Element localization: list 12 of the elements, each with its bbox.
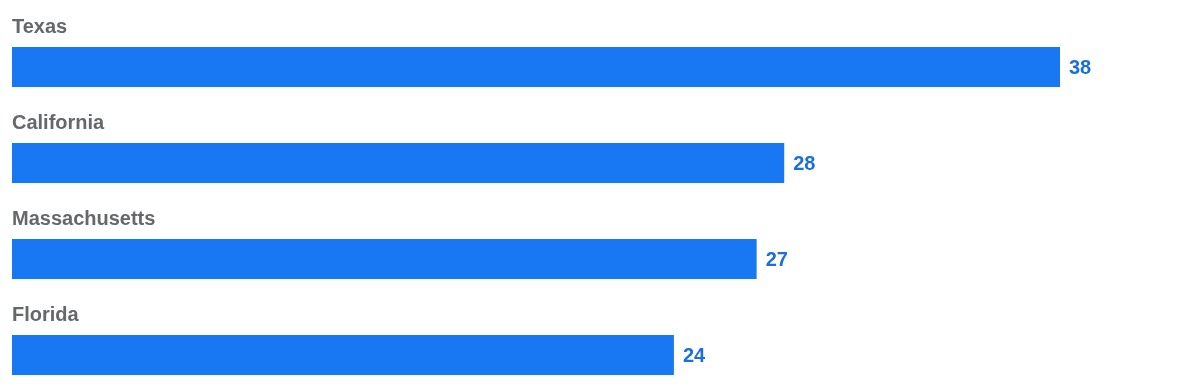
bar xyxy=(12,239,757,279)
y-tick-label: Florida xyxy=(12,303,80,325)
bar xyxy=(12,47,1060,87)
data-label: 28 xyxy=(793,152,816,174)
data-label: 27 xyxy=(765,248,788,270)
bar xyxy=(12,143,785,183)
y-tick-label: Texas xyxy=(12,15,68,37)
data-label: 24 xyxy=(682,344,707,366)
y-tick-label: Massachusetts xyxy=(12,207,156,229)
bar xyxy=(12,335,674,375)
y-tick-label: California xyxy=(12,111,106,133)
data-label: 38 xyxy=(1069,56,1092,78)
